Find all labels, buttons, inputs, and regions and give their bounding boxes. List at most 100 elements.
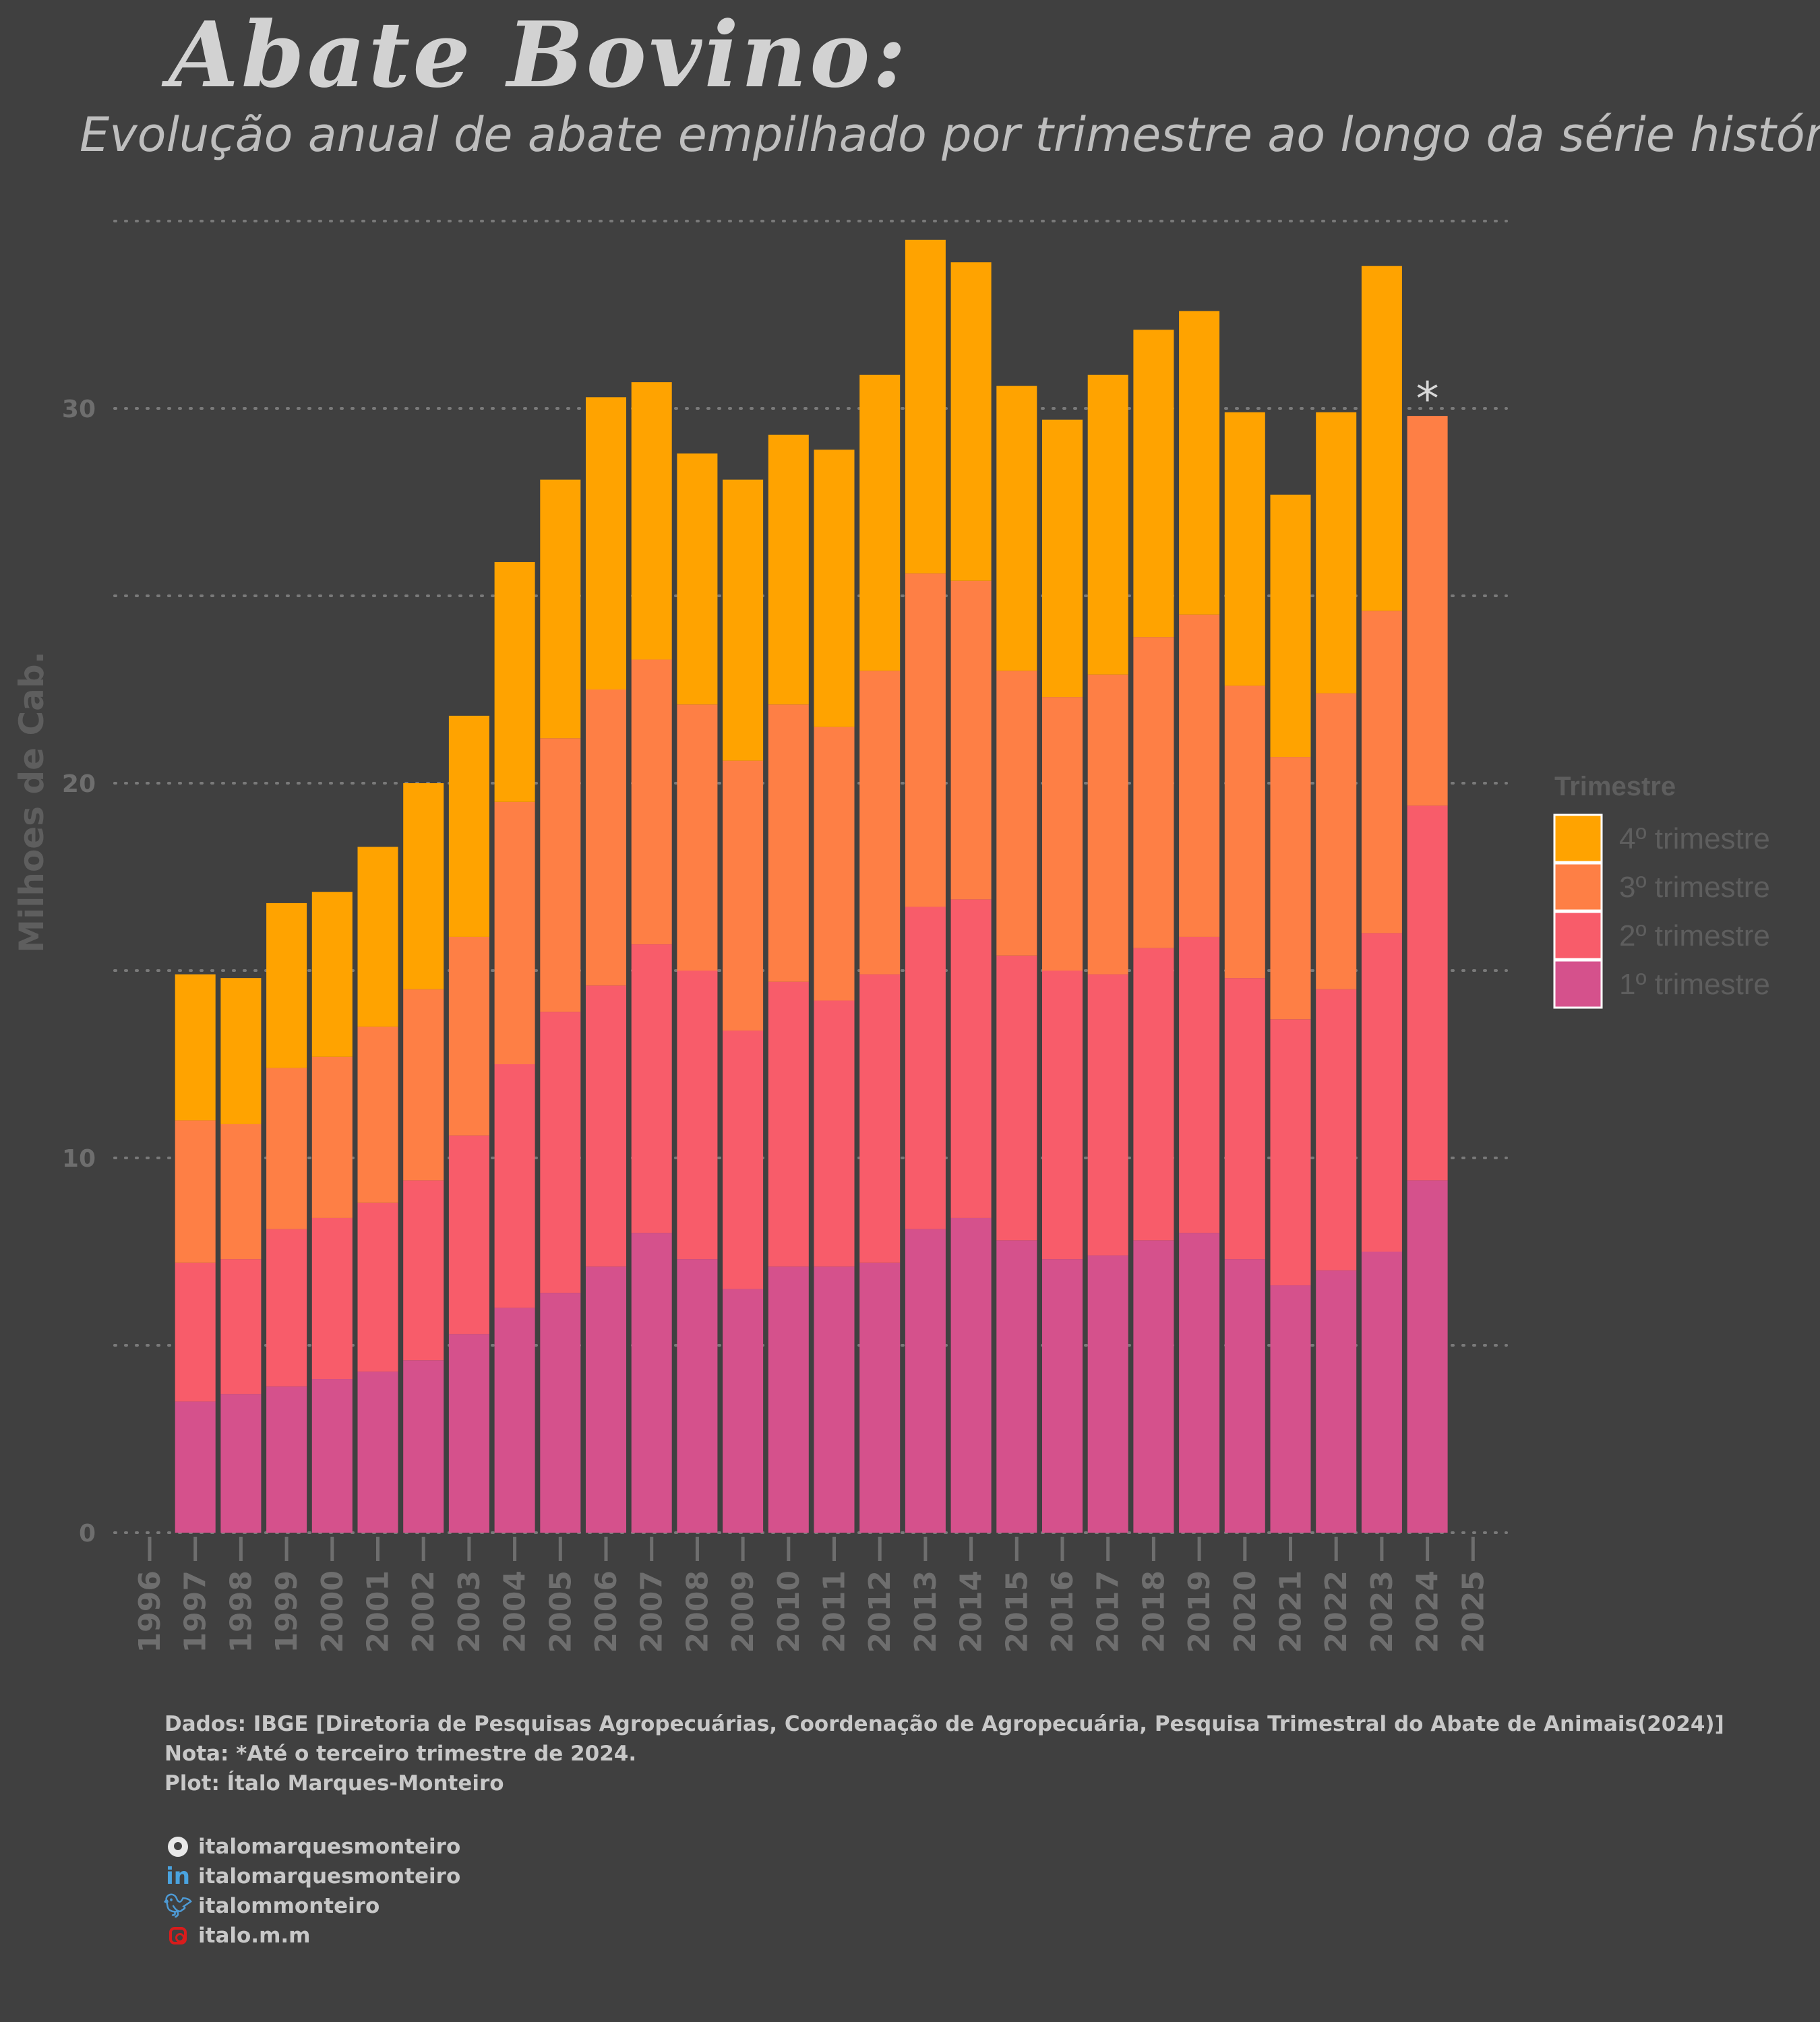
x-tick-label: 2016 — [1045, 1570, 1080, 1653]
x-tick-label: 2006 — [589, 1570, 624, 1653]
bar-segment — [266, 1386, 307, 1533]
bar-segment — [175, 1401, 216, 1533]
bar-segment — [494, 1064, 535, 1308]
legend-swatch — [1553, 911, 1603, 960]
x-tick-label: 2007 — [635, 1570, 669, 1653]
x-tick-label: 2019 — [1182, 1570, 1217, 1653]
bar-segment — [1224, 978, 1265, 1260]
bar-segment — [1407, 416, 1448, 806]
bar-segment — [586, 397, 626, 690]
social-handle: italommonteiro — [198, 1894, 380, 1918]
social-github[interactable]: italomarquesmonteiro — [164, 1832, 460, 1862]
legend-title: Trimestre — [1554, 772, 1676, 801]
bar-segment — [175, 1120, 216, 1263]
x-tick-label: 1998 — [224, 1570, 258, 1653]
bar-segment — [859, 1262, 901, 1533]
x-tick-label: 2025 — [1456, 1570, 1490, 1653]
x-tick-label: 2015 — [1000, 1570, 1034, 1653]
x-tick-label: 2000 — [315, 1570, 350, 1653]
bar-segment — [1270, 757, 1311, 1020]
x-tick-label: 1999 — [270, 1570, 304, 1653]
bar-segment — [1179, 614, 1220, 937]
bar-segment — [403, 783, 444, 989]
bar-segment — [631, 382, 672, 660]
bar-segment — [540, 1012, 581, 1293]
social-linkedin[interactable]: in italomarquesmonteiro — [164, 1862, 460, 1891]
x-tick-label: 1996 — [133, 1570, 167, 1653]
x-tick-label: 2022 — [1319, 1570, 1354, 1653]
bar-segment — [1316, 693, 1357, 989]
bar-segment — [1179, 311, 1220, 615]
bar-segment — [677, 453, 718, 705]
bar-segment — [1270, 1019, 1311, 1286]
legend-label: 2º trimestre — [1619, 919, 1770, 952]
social-links: italomarquesmonteiro in italomarquesmont… — [163, 1832, 460, 1951]
bar-segment — [996, 386, 1037, 671]
bar-segment — [950, 1217, 992, 1533]
bar-segment — [950, 580, 992, 900]
bar-segment — [1224, 685, 1265, 979]
social-instagram[interactable]: italo.m.m — [164, 1921, 460, 1951]
y-tick-label: 20 — [62, 770, 96, 798]
x-tick-label: 2023 — [1365, 1570, 1399, 1653]
bar-segment — [220, 978, 262, 1124]
bar-segment — [448, 715, 489, 937]
bar-segment — [1179, 936, 1220, 1233]
bar-segment — [1407, 805, 1448, 1181]
legend-label: 4º trimestre — [1619, 822, 1770, 855]
bar-segment — [266, 902, 307, 1068]
bar-segment — [540, 1293, 581, 1533]
instagram-icon — [164, 1927, 191, 1944]
x-tick-label: 2003 — [452, 1570, 487, 1653]
bar-segment — [1361, 266, 1402, 611]
bar-segment — [1361, 611, 1402, 933]
legend-label: 3º trimestre — [1619, 871, 1770, 904]
x-tick-label: 2008 — [680, 1570, 715, 1653]
twitter-icon: 🐦︎ — [163, 1893, 193, 1920]
bar-segment — [403, 989, 444, 1181]
y-tick-label: 0 — [79, 1520, 96, 1548]
x-tick-label: 2021 — [1274, 1570, 1308, 1653]
bar-segment — [859, 974, 901, 1263]
bar-segment — [311, 1217, 353, 1380]
bar-segment — [1407, 1180, 1448, 1533]
footnote: Nota: *Até o terceiro trimestre de 2024. — [164, 1742, 637, 1766]
bar-segment — [1042, 419, 1083, 698]
x-tick-label: 2017 — [1091, 1570, 1126, 1653]
page-title: Abate Bovino: — [169, 1, 909, 108]
bar-segment — [1316, 1270, 1357, 1533]
bar-segment — [631, 659, 672, 945]
source-note: Dados: IBGE [Diretoria de Pesquisas Agro… — [164, 1712, 1724, 1736]
bar-segment — [905, 907, 946, 1229]
bar-segment — [357, 847, 398, 1027]
bar-segment — [586, 985, 626, 1267]
x-tick-label: 2004 — [498, 1570, 533, 1653]
bar-segment — [723, 479, 764, 761]
bar-segment — [1133, 330, 1174, 638]
footer-caption: Dados: IBGE [Diretoria de Pesquisas Agro… — [164, 1709, 1724, 1798]
x-tick-label: 2010 — [772, 1570, 806, 1653]
bar-segment — [814, 1266, 855, 1533]
bar-segment — [1042, 971, 1083, 1260]
bar-segment — [1133, 637, 1174, 948]
x-tick-label: 2001 — [361, 1570, 396, 1653]
legend-label: 1º trimestre — [1619, 968, 1770, 1001]
bar-segment — [311, 1379, 353, 1533]
social-twitter[interactable]: 🐦︎ italommonteiro — [163, 1891, 460, 1921]
x-tick-label: 2024 — [1411, 1570, 1445, 1653]
bar-segment — [677, 704, 718, 971]
bar-segment — [357, 1371, 398, 1533]
bar-segment — [723, 760, 764, 1031]
x-tick-label: 2020 — [1228, 1570, 1263, 1653]
linkedin-icon: in — [166, 1863, 190, 1890]
bar-segment — [677, 971, 718, 1260]
x-tick-label: 2005 — [543, 1570, 578, 1653]
bar-segment — [859, 374, 901, 671]
bar-segment — [1179, 1233, 1220, 1533]
bar-segment — [905, 239, 946, 574]
bar-segment — [677, 1259, 718, 1533]
bar-segment — [723, 1030, 764, 1289]
y-tick-label: 30 — [62, 396, 96, 423]
